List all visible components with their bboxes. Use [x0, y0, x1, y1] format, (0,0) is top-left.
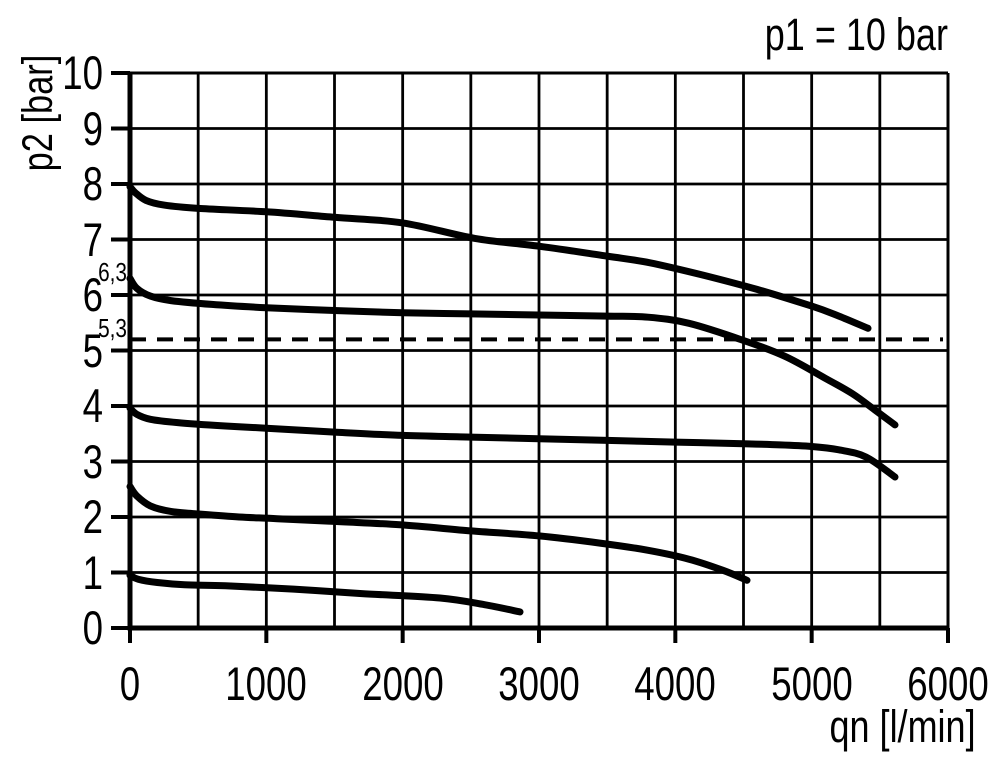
- flow-curve-5: [126, 571, 524, 616]
- y-tick-label: 6: [82, 268, 103, 321]
- x-axis-label: qn [l/min]: [829, 701, 976, 752]
- y-tick-label: 10: [62, 46, 103, 99]
- y-tick-label: 8: [82, 157, 103, 210]
- flow-curve-1: [126, 183, 872, 332]
- flow-curve-3: [126, 404, 899, 481]
- x-tick-label: 0: [119, 657, 141, 710]
- y-annotation-label: 5,3: [98, 312, 127, 343]
- y-tick-label: 9: [82, 101, 103, 155]
- y-annotation-label: 6,3: [98, 257, 127, 288]
- flow-curve-4: [126, 483, 751, 584]
- x-tick-label: 5000: [770, 657, 853, 710]
- x-tick-label: 2000: [361, 657, 444, 710]
- flow-curve-2: [126, 274, 899, 429]
- x-tick-label: 6000: [907, 657, 989, 710]
- y-tick-label: 1: [82, 545, 103, 599]
- y-tick-label: 3: [82, 434, 103, 488]
- y-tick-label: 2: [82, 490, 103, 543]
- x-tick-label: 4000: [634, 657, 717, 710]
- chart-title: p1 = 10 bar: [764, 9, 948, 60]
- y-tick-label: 5: [82, 323, 103, 377]
- x-tick-label: 1000: [225, 657, 308, 710]
- y-tick-label: 4: [82, 379, 103, 432]
- y-tick-label: 0: [82, 601, 103, 654]
- x-tick-label: 3000: [498, 657, 580, 710]
- y-tick-label: 7: [82, 212, 103, 266]
